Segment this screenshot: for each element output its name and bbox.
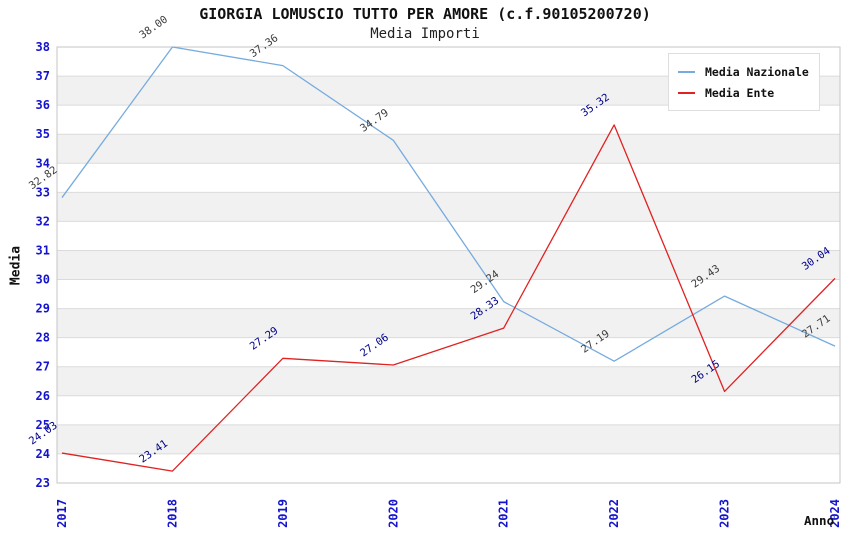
x-tick-label: 2023 xyxy=(718,499,732,528)
grid-band xyxy=(57,424,840,454)
legend-item-media-ente: Media Ente xyxy=(678,82,809,103)
y-tick-label: 31 xyxy=(36,243,50,257)
grid-band xyxy=(57,395,840,425)
legend-label-nazionale: Media Nazionale xyxy=(705,64,809,79)
y-tick-label: 25 xyxy=(36,418,50,432)
y-tick-label: 38 xyxy=(36,40,50,54)
y-tick-label: 32 xyxy=(36,214,50,228)
legend-label-ente: Media Ente xyxy=(705,85,775,100)
y-tick-label: 35 xyxy=(36,127,50,141)
x-tick-label: 2018 xyxy=(165,499,179,528)
grid-band xyxy=(57,308,840,338)
chart-title: GIORGIA LOMUSCIO TUTTO PER AMORE (c.f.90… xyxy=(199,5,651,23)
y-tick-label: 33 xyxy=(36,185,50,199)
grid-band xyxy=(57,163,840,193)
legend-line-swatch-nazionale xyxy=(678,70,695,73)
grid-band xyxy=(57,221,840,251)
x-tick-label: 2024 xyxy=(828,499,842,528)
y-tick-label: 36 xyxy=(36,98,50,112)
y-axis-title: Media xyxy=(8,245,24,286)
legend: Media Nazionale Media Ente xyxy=(668,53,820,111)
x-tick-label: 2021 xyxy=(497,499,511,528)
series-line-media-nazionale xyxy=(61,46,836,362)
legend-line-swatch-ente xyxy=(678,91,695,94)
y-tick-label: 30 xyxy=(36,273,50,287)
y-tick-label: 26 xyxy=(36,389,50,403)
grid-band xyxy=(57,192,840,222)
plot-border xyxy=(56,46,841,484)
grid-band xyxy=(57,279,840,309)
y-tick-label: 28 xyxy=(36,331,50,345)
y-tick-label: 27 xyxy=(36,360,50,374)
x-axis-title: Anno xyxy=(804,513,835,528)
chart-subtitle: Media Importi xyxy=(370,26,480,42)
y-tick-label: 37 xyxy=(36,69,50,83)
grid-band xyxy=(57,366,840,396)
x-tick-label: 2019 xyxy=(276,499,290,528)
grid-band xyxy=(57,337,840,367)
data-label-media-nazionale: 38.00 xyxy=(137,13,170,41)
x-tick-label: 2022 xyxy=(607,499,621,528)
y-tick-label: 29 xyxy=(36,302,50,316)
x-tick-label: 2017 xyxy=(55,499,69,528)
series-line-media-ente xyxy=(61,124,836,472)
grid-band xyxy=(57,134,840,164)
y-tick-label: 23 xyxy=(36,476,50,490)
grid-band xyxy=(57,453,840,483)
y-tick-label: 24 xyxy=(36,447,50,461)
y-tick-label: 34 xyxy=(36,156,50,170)
grid-band xyxy=(57,250,840,280)
x-tick-label: 2020 xyxy=(386,499,400,528)
legend-item-media-nazionale: Media Nazionale xyxy=(678,61,809,82)
